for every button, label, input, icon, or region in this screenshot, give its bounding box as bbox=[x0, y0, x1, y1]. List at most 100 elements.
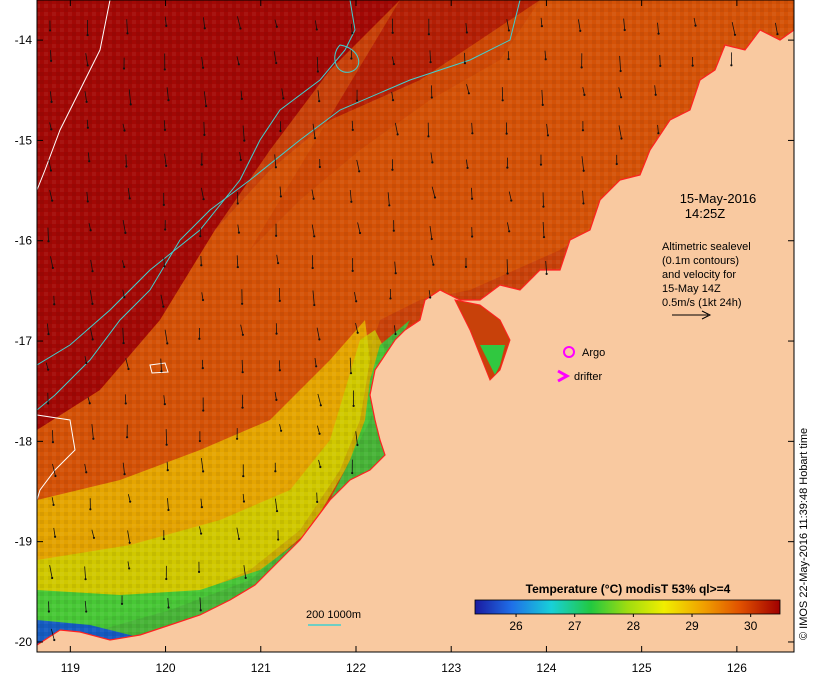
velocity-arrowhead bbox=[776, 32, 779, 36]
velocity-arrowhead bbox=[358, 170, 361, 173]
velocity-arrow bbox=[243, 565, 247, 578]
velocity-arrowhead bbox=[429, 61, 432, 64]
velocity-arrowhead bbox=[542, 205, 545, 208]
velocity-arrowhead bbox=[51, 199, 54, 202]
velocity-arrowhead bbox=[465, 31, 468, 34]
velocity-arrow bbox=[122, 220, 126, 233]
land-area bbox=[37, 30, 794, 652]
velocity-arrowhead bbox=[276, 262, 280, 265]
velocity-arrowhead bbox=[89, 508, 92, 511]
velocity-arrowhead bbox=[541, 103, 544, 106]
velocity-arrowhead bbox=[319, 465, 322, 469]
velocity-arrowhead bbox=[312, 197, 315, 200]
velocity-arrow bbox=[355, 322, 359, 333]
coastline bbox=[37, 29, 794, 646]
velocity-arrowhead bbox=[623, 28, 626, 32]
map-area bbox=[37, 0, 794, 652]
velocity-arrowhead bbox=[50, 128, 53, 131]
velocity-arrow bbox=[391, 56, 395, 65]
velocity-arrow bbox=[618, 125, 622, 139]
velocity-arrowhead bbox=[275, 398, 278, 401]
velocity-arrow bbox=[582, 190, 584, 204]
velocity-arrowhead bbox=[202, 409, 205, 412]
velocity-arrow bbox=[241, 359, 244, 373]
velocity-arrowhead bbox=[85, 610, 88, 613]
velocity-arrow bbox=[128, 89, 132, 105]
velocity-arrowhead bbox=[91, 270, 94, 273]
velocity-arrowhead bbox=[163, 403, 166, 406]
velocity-arrow bbox=[430, 152, 433, 163]
velocity-arrowhead bbox=[311, 266, 314, 270]
velocity-arrowhead bbox=[164, 228, 167, 231]
velocity-arrowhead bbox=[47, 240, 50, 243]
velocity-arrowhead bbox=[506, 166, 509, 169]
velocity-arrow bbox=[126, 19, 128, 34]
velocity-arrowhead bbox=[89, 229, 92, 232]
velocity-arrowhead bbox=[545, 272, 548, 275]
velocity-arrowhead bbox=[356, 443, 359, 447]
velocity-arrowhead bbox=[388, 204, 391, 207]
velocity-arrowhead bbox=[507, 29, 511, 32]
velocity-arrowhead bbox=[583, 93, 586, 96]
velocity-arrowhead bbox=[163, 128, 167, 131]
velocity-arrowhead bbox=[125, 436, 129, 439]
velocity-arrowhead bbox=[123, 296, 126, 299]
velocity-arrowhead bbox=[165, 164, 168, 167]
lon-tick-label: 119 bbox=[61, 661, 80, 675]
velocity-arrowhead bbox=[88, 402, 91, 405]
velocity-arrow bbox=[90, 259, 93, 272]
velocity-arrowhead bbox=[391, 168, 394, 171]
velocity-arrowhead bbox=[51, 266, 54, 270]
velocity-arrowhead bbox=[51, 576, 54, 580]
velocity-arrow bbox=[236, 527, 240, 539]
velocity-arrowhead bbox=[88, 160, 91, 163]
velocity-arrow bbox=[466, 84, 470, 94]
velocity-arrowhead bbox=[278, 299, 281, 303]
scale-arrowhead-icon bbox=[701, 310, 712, 320]
lon-tick-label: 122 bbox=[346, 661, 366, 675]
velocity-arrow bbox=[89, 290, 93, 304]
velocity-arrow bbox=[160, 294, 164, 307]
velocity-arrow bbox=[311, 224, 315, 237]
velocity-arrowhead bbox=[123, 129, 126, 132]
velocity-arrow bbox=[657, 124, 659, 134]
velocity-arrowhead bbox=[580, 66, 583, 69]
velocity-arrow bbox=[84, 600, 87, 612]
velocity-arrowhead bbox=[654, 93, 657, 96]
velocity-arrow bbox=[240, 324, 244, 335]
velocity-arrow bbox=[203, 121, 205, 135]
velocity-arrow bbox=[84, 356, 87, 364]
velocity-arrow bbox=[167, 498, 169, 510]
velocity-arrow bbox=[201, 292, 204, 301]
velocity-arrowhead bbox=[91, 338, 94, 341]
velocity-arrow bbox=[86, 191, 89, 202]
velocity-arrow bbox=[357, 222, 361, 234]
velocity-arrowhead bbox=[166, 342, 169, 345]
king-sound-green bbox=[480, 345, 505, 375]
velocity-arrowhead bbox=[510, 199, 513, 202]
velocity-arrow bbox=[623, 18, 626, 31]
velocity-arrowhead bbox=[581, 129, 585, 132]
velocity-arrowhead bbox=[542, 235, 546, 239]
altimetry-line-1: Altimetric sealevel bbox=[662, 241, 751, 253]
altimetry-line-3: and velocity for bbox=[662, 269, 736, 281]
velocity-arrowhead bbox=[657, 32, 660, 35]
velocity-arrowhead bbox=[241, 333, 244, 336]
velocity-arrowhead bbox=[198, 439, 202, 443]
velocity-arrowhead bbox=[694, 24, 697, 27]
velocity-arrowhead bbox=[160, 370, 163, 373]
velocity-arrowhead bbox=[358, 231, 362, 235]
velocity-arrowhead bbox=[199, 235, 202, 238]
velocity-arrowhead bbox=[200, 532, 203, 535]
velocity-arrow bbox=[127, 561, 130, 569]
velocity-arrowhead bbox=[199, 609, 202, 612]
velocity-arrowhead bbox=[198, 337, 201, 340]
velocity-arrowhead bbox=[470, 197, 474, 200]
velocity-arrow bbox=[508, 191, 512, 201]
velocity-arrow bbox=[312, 290, 315, 306]
velocity-arrow bbox=[356, 159, 360, 172]
velocity-arrow bbox=[430, 255, 434, 265]
velocity-arrow bbox=[202, 17, 206, 29]
velocity-arrowhead bbox=[197, 570, 201, 574]
velocity-arrowhead bbox=[620, 137, 623, 140]
